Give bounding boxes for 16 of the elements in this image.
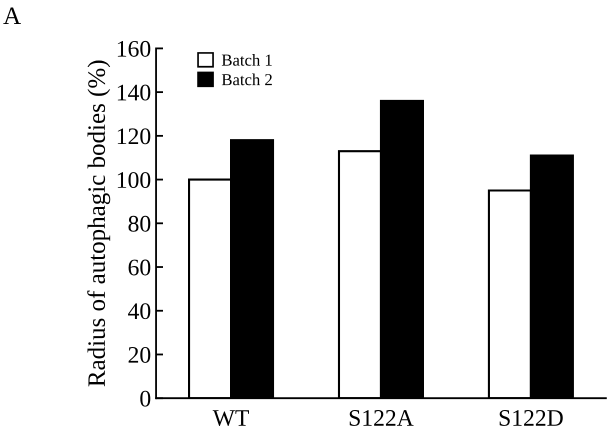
x-tick-label: S122D: [500, 410, 563, 426]
legend-label: Batch 2: [222, 74, 272, 86]
x-tick-label: WT: [212, 410, 249, 426]
y-tick-label: 60: [128, 260, 150, 276]
legend-label: Batch 1: [222, 54, 272, 66]
y-tick-label: 140: [118, 84, 150, 101]
y-tick-label: 40: [128, 303, 150, 320]
y-tick-label: 0: [140, 390, 150, 407]
x-tick-label: S122A: [350, 410, 414, 426]
text: A: [3, 7, 21, 24]
y-axis-title: Radius of autophagic bodies (%): [87, 60, 110, 386]
y-tick-label: 120: [118, 128, 150, 144]
y-tick-label: 20: [128, 346, 150, 363]
y-tick-label: 160: [118, 40, 150, 57]
y-tick-label: 100: [118, 172, 150, 188]
y-tick-label: 80: [128, 216, 150, 232]
